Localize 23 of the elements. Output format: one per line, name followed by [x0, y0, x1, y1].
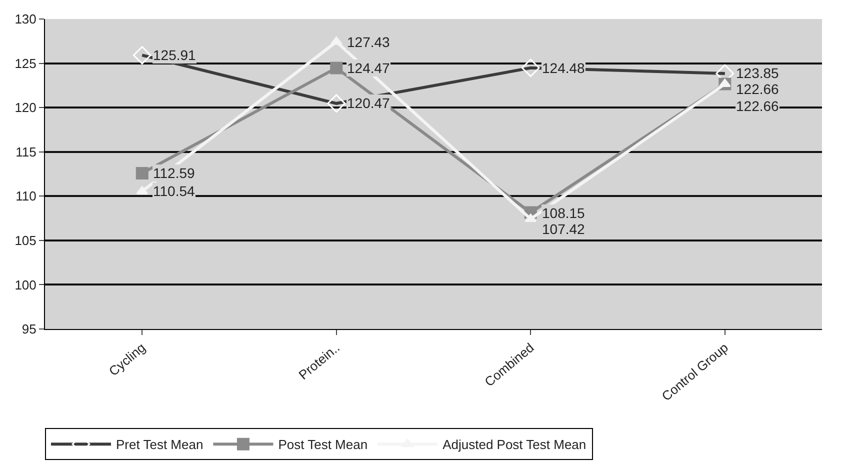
- data-label: 123.85: [736, 65, 780, 81]
- y-tick-label: 95: [22, 322, 36, 337]
- legend-label: Pret Test Mean: [116, 437, 204, 452]
- legend-label: Adjusted Post Test Mean: [442, 437, 586, 452]
- legend-label: Post Test Mean: [278, 437, 368, 452]
- y-tick-label: 125: [14, 56, 36, 71]
- data-label: 122.66: [736, 98, 780, 114]
- data-label: 112.59: [153, 165, 195, 181]
- data-label: 108.15: [542, 205, 586, 221]
- data-label: 107.42: [542, 221, 586, 237]
- data-label: 127.43: [347, 34, 390, 50]
- data-label: 124.47: [347, 60, 390, 76]
- data-label: 120.47: [347, 95, 390, 111]
- y-tick-label: 110: [16, 188, 36, 204]
- y-tick-label: 105: [14, 232, 36, 248]
- y-tick-label: 130: [14, 12, 36, 27]
- y-tick-label: 120: [14, 100, 36, 116]
- y-tick-label: 100: [14, 277, 36, 292]
- data-label: 110.54: [153, 183, 195, 199]
- data-label: 124.48: [542, 60, 586, 76]
- y-tick-label: 115: [16, 144, 36, 160]
- data-label: 125.91: [153, 47, 196, 63]
- data-label: 122.66: [736, 81, 780, 97]
